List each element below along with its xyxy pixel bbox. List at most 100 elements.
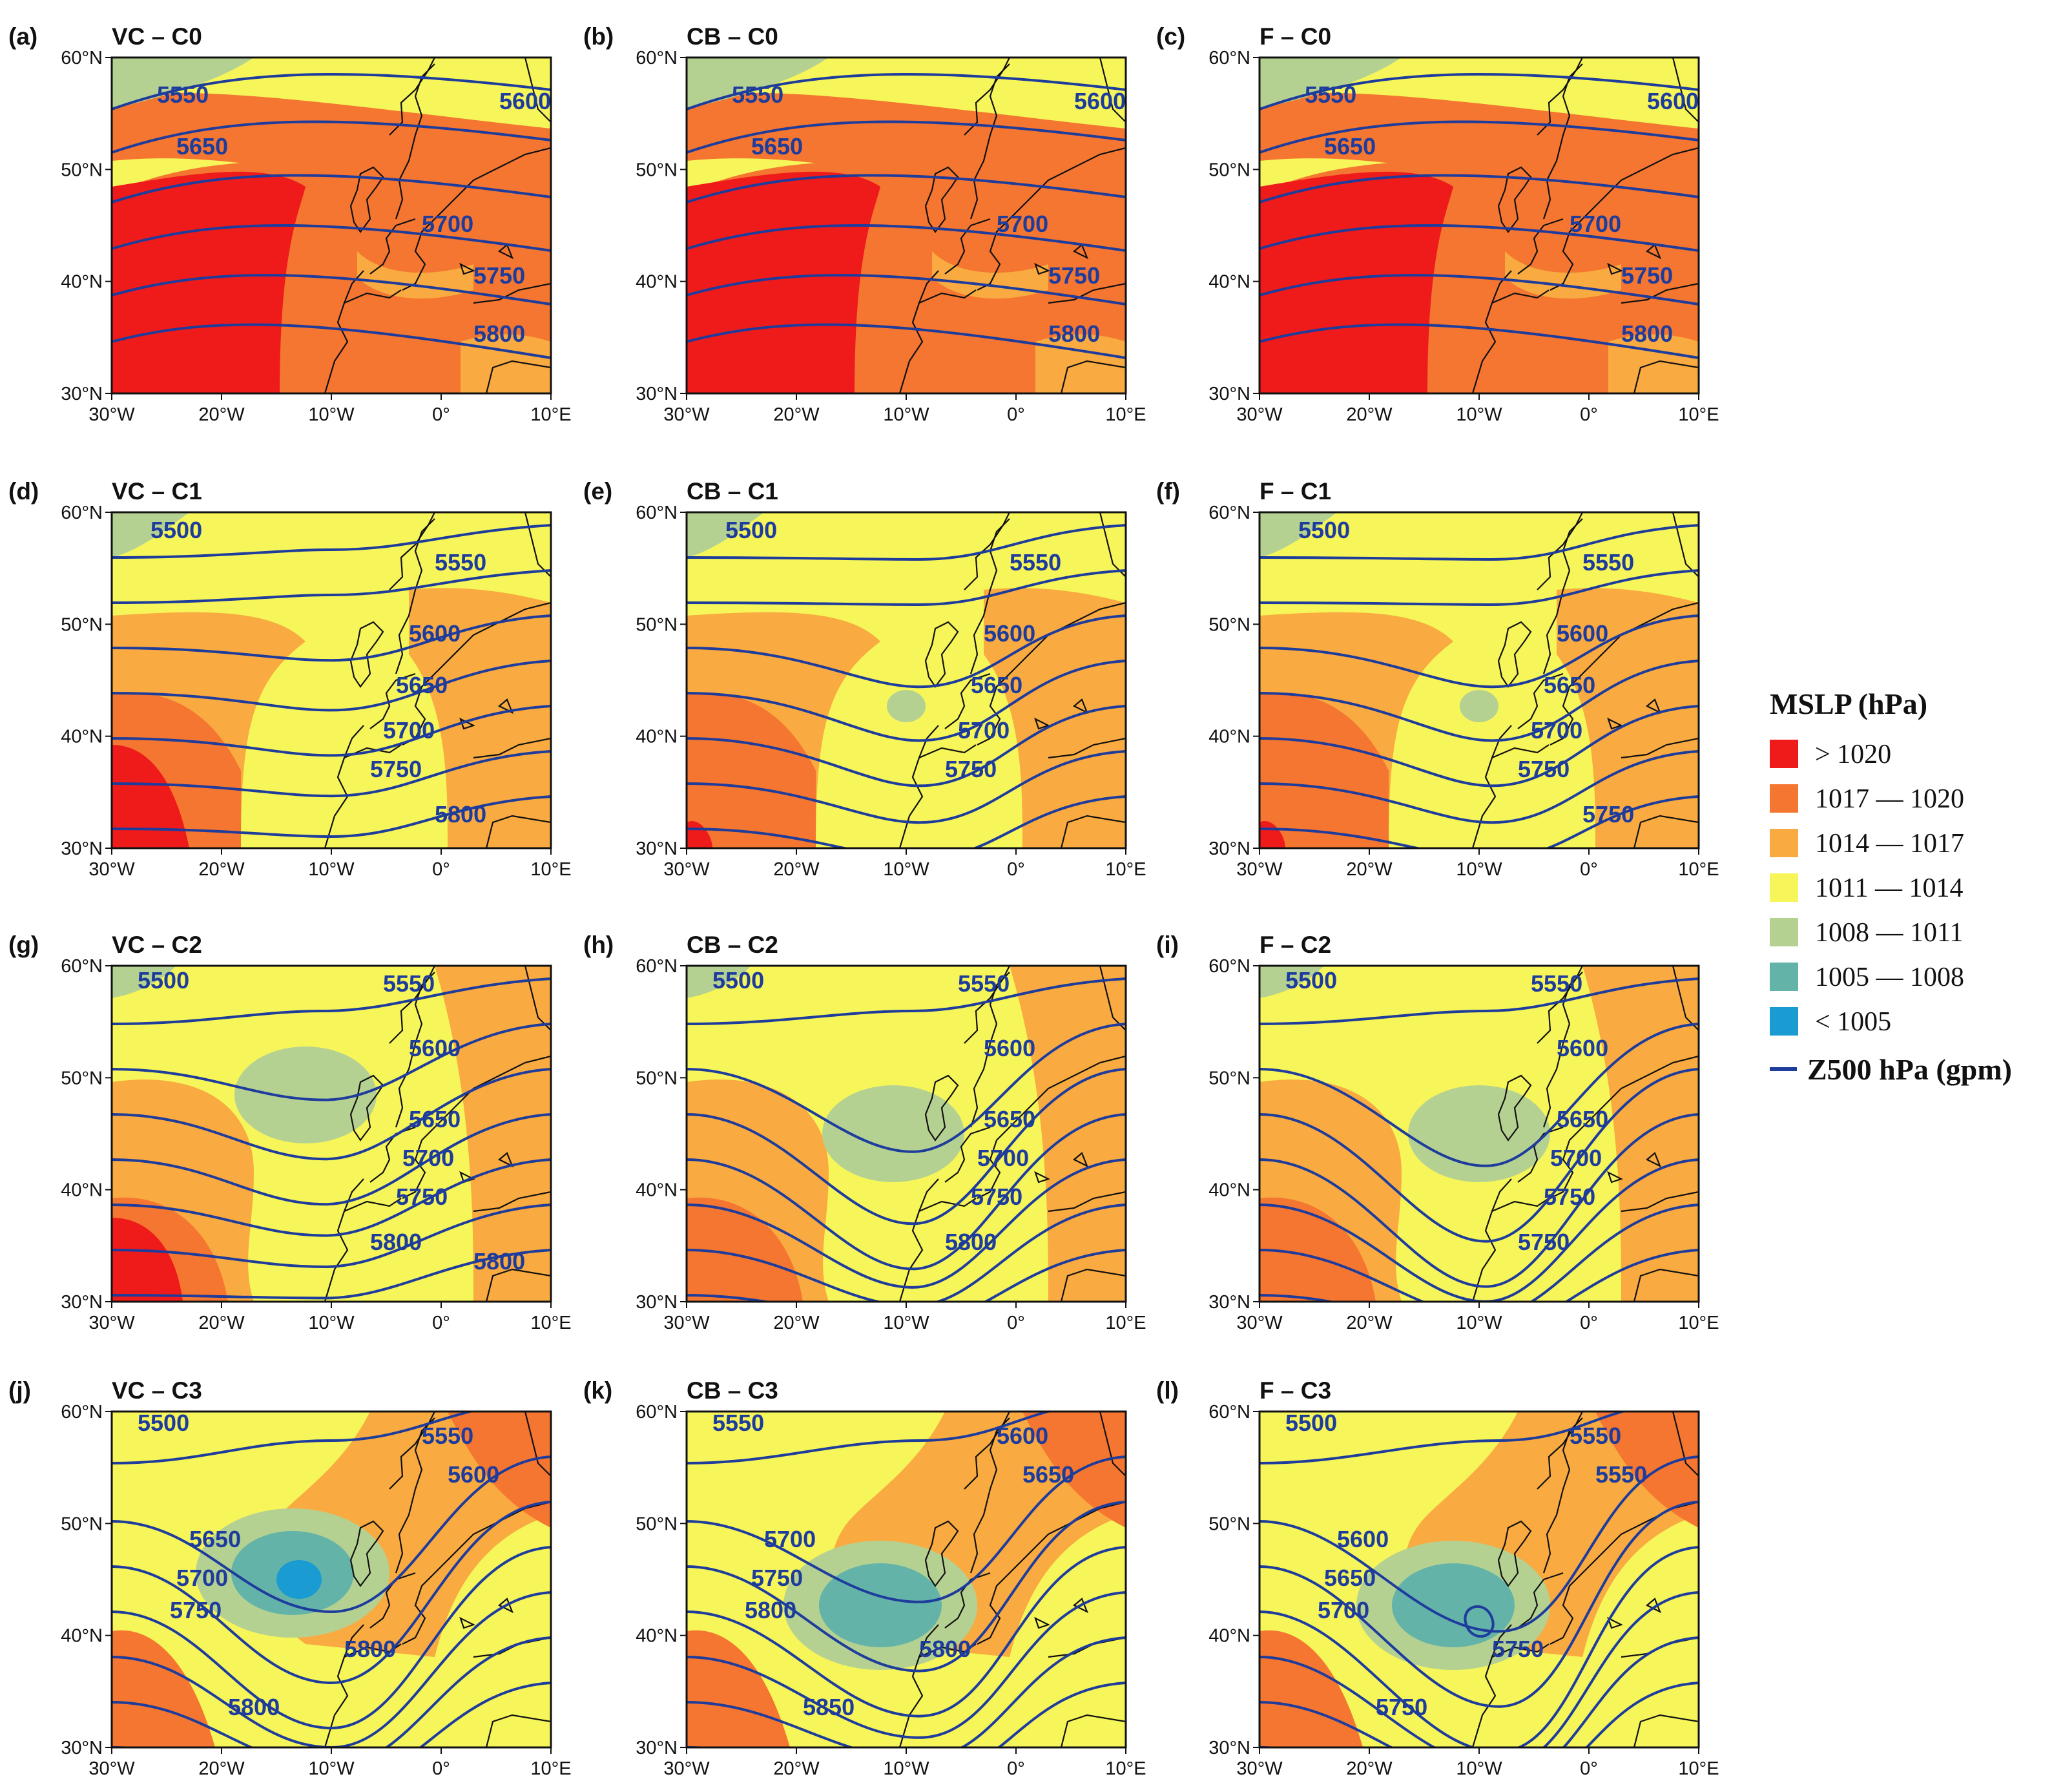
mslp-region: [932, 251, 1048, 299]
lat-tick-label: 40°N: [1208, 272, 1250, 293]
lat-tick-label: 60°N: [61, 956, 103, 977]
coastline: [324, 512, 551, 848]
mslp-region: [112, 1218, 183, 1302]
z500-contour: [1260, 795, 1699, 848]
legend-title: MSLP (hPa): [1770, 687, 1927, 720]
contour-label: 5800: [1048, 320, 1100, 347]
panel-tag: (b): [583, 23, 614, 50]
coastline-segment: [324, 1643, 402, 1747]
lon-tick-label: 30°W: [88, 1758, 135, 1779]
z500-contour: [112, 750, 551, 798]
coastline-segment: [473, 1191, 551, 1213]
coastline-segment: [485, 360, 551, 393]
contour-label: 5600: [1557, 620, 1608, 647]
coastline-segment: [343, 270, 364, 304]
coastline-segment: [1646, 244, 1662, 260]
coastline-segment: [1550, 1055, 1699, 1199]
mslp-region: [1260, 92, 1699, 225]
contour-label: 5600: [997, 1422, 1048, 1449]
coastline-segment: [1073, 1152, 1089, 1168]
coastline-segment: [1099, 57, 1126, 123]
map-panel: (g) VC – C2 5500 5550 5600 5650 5700 5750 5800 58…: [8, 932, 572, 1333]
lon-tick-label: 0°: [1007, 404, 1025, 425]
lat-tick-label: 60°N: [1208, 1402, 1250, 1422]
coastline-segment: [369, 672, 416, 729]
coastline-segment: [1607, 717, 1623, 730]
coastline-segment: [343, 725, 364, 758]
mslp-region: [687, 1197, 803, 1302]
panel-title: F – C2: [1260, 932, 1331, 958]
legend-item: 1014 — 1017: [1770, 829, 1964, 859]
panel-title: VC – C0: [112, 23, 202, 50]
lon-tick-label: 30°W: [663, 1313, 710, 1333]
z500-contours: [687, 1412, 1126, 1747]
mslp-region: [687, 57, 829, 109]
lon-tick-label: 0°: [1580, 859, 1598, 880]
contour-label: 5800: [919, 1636, 971, 1662]
coastline-segment: [1633, 1714, 1699, 1747]
contour-label: 5800: [1621, 320, 1673, 347]
coastline-segment: [1060, 1714, 1126, 1747]
contour-label: 5650: [1022, 1461, 1074, 1488]
z500-contours: [687, 73, 1126, 359]
contour-label: 5600: [409, 1035, 461, 1061]
coastline-segment: [349, 1520, 384, 1587]
z500-contour: [1260, 1113, 1699, 1288]
lon-tick-label: 10°E: [530, 1313, 571, 1333]
panel-title: CB – C0: [687, 23, 778, 50]
coastline-segment: [1517, 218, 1564, 275]
z500-contour: [687, 524, 1126, 561]
mslp-region: [1260, 966, 1324, 998]
lon-tick-label: 10°E: [530, 859, 571, 880]
lat-tick-label: 60°N: [61, 503, 103, 523]
contour-label: 5600: [984, 1035, 1035, 1061]
contour-label: 5650: [1324, 133, 1376, 160]
coastline-segment: [977, 601, 1126, 745]
mslp-region: [984, 588, 1126, 848]
contour-label: 5750: [1582, 801, 1634, 828]
coastline-segment: [1099, 1412, 1126, 1477]
contour-label: 5800: [435, 801, 486, 828]
coastline-segment: [1471, 744, 1550, 848]
panel-title: VC – C1: [112, 478, 202, 505]
lon-tick-label: 20°W: [1346, 404, 1393, 425]
lon-tick-label: 10°W: [308, 1758, 355, 1779]
lon-tick-label: 10°W: [308, 859, 355, 880]
lon-tick-label: 0°: [1580, 404, 1598, 425]
lon-tick-label: 10°E: [530, 404, 571, 425]
contour-label: 5600: [448, 1461, 499, 1488]
coastline-segment: [918, 270, 939, 304]
panel-tag: (d): [8, 478, 39, 505]
mslp-field: 5500 5550 5600 5650 5700 5750 5800: [112, 512, 551, 848]
contour-label: 5550: [383, 970, 435, 997]
contour-label: 5600: [1074, 88, 1126, 114]
lat-tick-label: 30°N: [636, 384, 678, 404]
lon-tick-label: 10°W: [883, 1758, 929, 1779]
mslp-region: [276, 1560, 322, 1599]
contour-label: 5700: [176, 1565, 228, 1591]
contour-label: 5500: [150, 517, 202, 543]
contour-label: 5550: [1531, 970, 1582, 997]
z500-contour: [687, 73, 1126, 110]
contour-label: 5600: [409, 620, 461, 647]
z500-contour: [112, 1501, 551, 1685]
lat-tick-label: 40°N: [636, 272, 678, 293]
z500-contour: [1260, 1682, 1699, 1747]
coastline-segment: [1646, 1152, 1662, 1168]
mslp-region: [1408, 1085, 1550, 1182]
coastline-segment: [498, 698, 514, 714]
z500-contours: [112, 524, 551, 839]
coastline-segment: [977, 147, 1126, 291]
z500-contour: [112, 660, 551, 712]
contour-label: 5750: [1518, 756, 1570, 782]
contour-label: 5800: [473, 320, 525, 347]
z500-contour: [687, 660, 1126, 742]
panel-title: VC – C3: [112, 1377, 202, 1404]
lat-tick-label: 40°N: [61, 1626, 103, 1647]
coastline-segment: [1491, 1178, 1512, 1212]
lat-tick-label: 60°N: [61, 1402, 103, 1422]
lon-tick-label: 30°W: [88, 404, 135, 425]
coastline-segment: [1497, 1520, 1532, 1587]
legend: MSLP (hPa) > 1020 1017 — 1020 1014 — 1017 1…: [1770, 687, 2012, 1086]
